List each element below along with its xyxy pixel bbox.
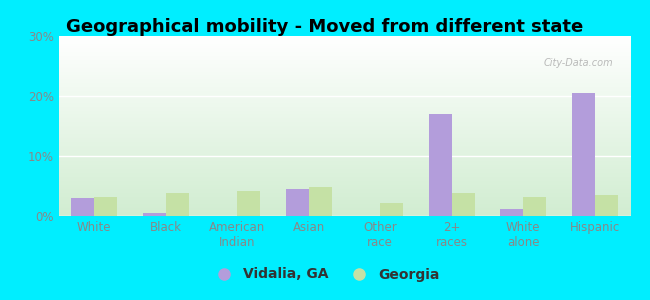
Text: City-Data.com: City-Data.com (543, 58, 614, 68)
Bar (500, 209, 523, 216)
Legend: Vidalia, GA, Georgia: Vidalia, GA, Georgia (204, 262, 446, 287)
Bar (143, 213, 166, 216)
Bar (309, 187, 332, 216)
Text: Geographical mobility - Moved from different state: Geographical mobility - Moved from diffe… (66, 18, 584, 36)
Bar (523, 197, 546, 216)
Bar (572, 93, 595, 216)
Bar (380, 203, 403, 216)
Bar (429, 114, 452, 216)
Bar (237, 191, 260, 216)
Bar (452, 193, 474, 216)
Bar (94, 197, 117, 216)
Bar (595, 195, 618, 216)
Bar (286, 189, 309, 216)
Bar (166, 193, 188, 216)
Bar (72, 198, 94, 216)
